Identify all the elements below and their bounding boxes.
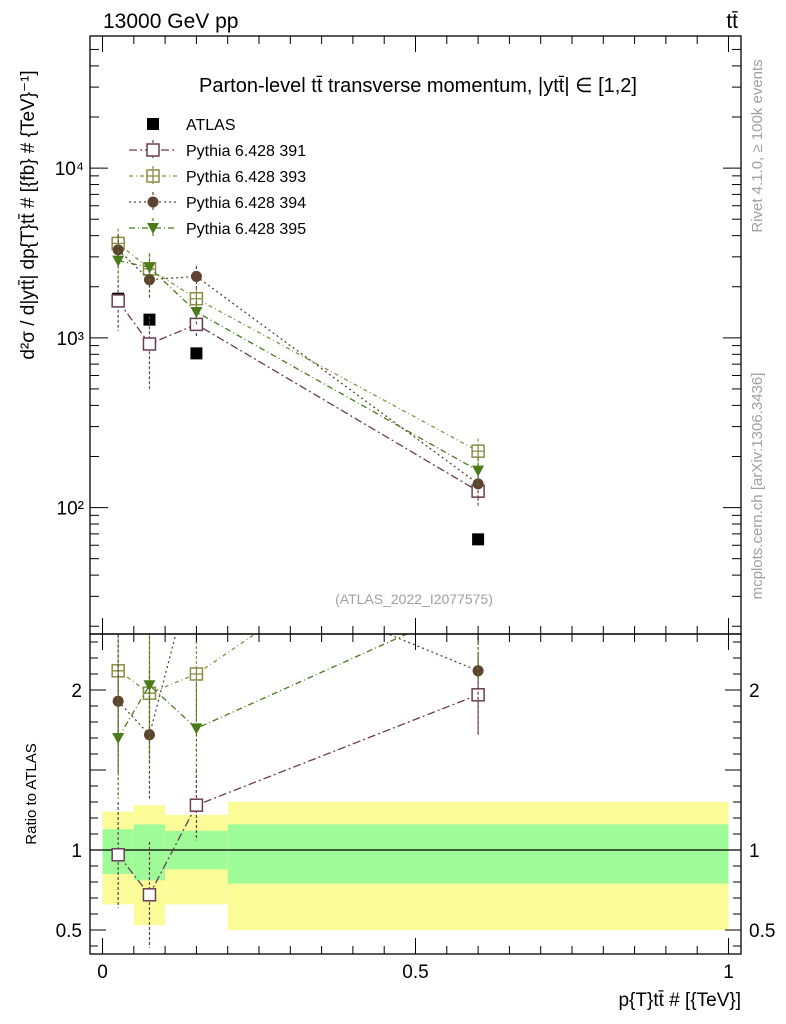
ratio-y-tick-label: 2 [71, 681, 82, 702]
point-s393-cross [472, 445, 485, 458]
main-y-tick-label: 10² [57, 499, 84, 520]
ratio-point-s395 [112, 733, 125, 744]
ratio-y-tick-label-right: 2 [749, 681, 760, 702]
x-tick-label: 1 [723, 962, 734, 983]
ratio-y-tick-label: 1 [71, 841, 82, 862]
ratio-panel-axes: 0 0.5 1 0.5 0.5 1 1 2 2 [56, 634, 775, 983]
ratio-point-s394 [143, 729, 155, 741]
mcplots-label: mcplots.cern.ch [arXiv:1306.3436] [749, 373, 766, 600]
legend-marker-s394 [147, 196, 159, 208]
y-axis-title: d²σ / d|ytt̄| dp{T}tt̄ # [{fb} # {TeV}⁻¹… [18, 70, 39, 359]
point-s391 [142, 337, 157, 351]
point-atlas [190, 347, 203, 360]
ratio-point-s395 [143, 680, 156, 692]
main-panel-axes: 10² 10³ 10⁴ [55, 35, 741, 634]
point-atlas [472, 533, 485, 546]
legend: ATLAS Pythia 6.428 391 Pythia 6.428 393 Pyt… [129, 117, 306, 238]
ratio-axis-title: Ratio to ATLAS [23, 743, 40, 844]
ratio-point-s394 [191, 550, 202, 561]
legend-label-s395: Pythia 6.428 395 [186, 221, 306, 238]
legend-marker-s395 [147, 223, 159, 234]
ratio-line-s394 [117, 634, 479, 737]
legend-label-s391: Pythia 6.428 391 [186, 143, 306, 160]
ratio-y-tick-label-right: 0.5 [749, 921, 775, 942]
x-tick-label: 0.5 [402, 962, 428, 983]
rivet-version-label: Rivet 4.1.0, ≥ 100k events [749, 59, 766, 232]
point-atlas [143, 313, 156, 326]
series-line-s393 [117, 242, 479, 452]
ratio-point-s394 [472, 665, 484, 677]
main-y-tick-label: 10³ [57, 329, 84, 350]
point-s395 [190, 306, 203, 318]
legend-marker-atlas [147, 118, 159, 130]
ratio-point-s391 [142, 888, 157, 902]
x-tick-label: 0 [97, 962, 108, 983]
legend-label-atlas: ATLAS [186, 117, 236, 134]
ratio-point-s395 [190, 723, 203, 735]
legend-marker-s393-cross [147, 170, 159, 182]
ratio-point-s391 [189, 798, 204, 812]
point-s394 [112, 244, 124, 256]
point-s391 [111, 294, 125, 308]
series-line-s394 [117, 249, 479, 485]
process-label: 13000 GeV pp [103, 10, 238, 33]
ratio-point-s393-cross [190, 668, 203, 680]
legend-marker-s391 [146, 143, 160, 157]
ratio-panel-marks [111, 550, 485, 948]
ratio-point-s394 [112, 695, 124, 707]
main-y-tick-label: 10⁴ [55, 159, 84, 180]
point-s395 [143, 262, 156, 274]
ratio-y-tick-label: 0.5 [56, 921, 82, 942]
ratio-y-tick-label-right: 1 [749, 841, 760, 862]
band-inner [227, 824, 729, 884]
point-s395 [112, 255, 125, 267]
analysis-id-annotation: (ATLAS_2022_I2077575) [335, 591, 493, 607]
x-axis-title: p{T}tt̄ # [{TeV}] [618, 990, 741, 1011]
series-line-s391 [117, 300, 479, 492]
point-s395 [472, 465, 485, 477]
series-line-s395 [118, 259, 479, 472]
legend-label-s394: Pythia 6.428 394 [186, 195, 306, 212]
legend-label-s393: Pythia 6.428 393 [186, 169, 306, 186]
final-state-label: tt̄ [726, 10, 738, 33]
ratio-line-s395 [117, 634, 409, 739]
main-panel-marks [111, 228, 485, 546]
ratio-line-s391 [117, 694, 479, 896]
ratio-line-s393 [117, 634, 257, 694]
chart-title: Parton-level tt̄ transverse momentum, |y… [199, 75, 637, 97]
ratio-point-s391 [111, 848, 125, 862]
point-s394 [190, 270, 202, 282]
